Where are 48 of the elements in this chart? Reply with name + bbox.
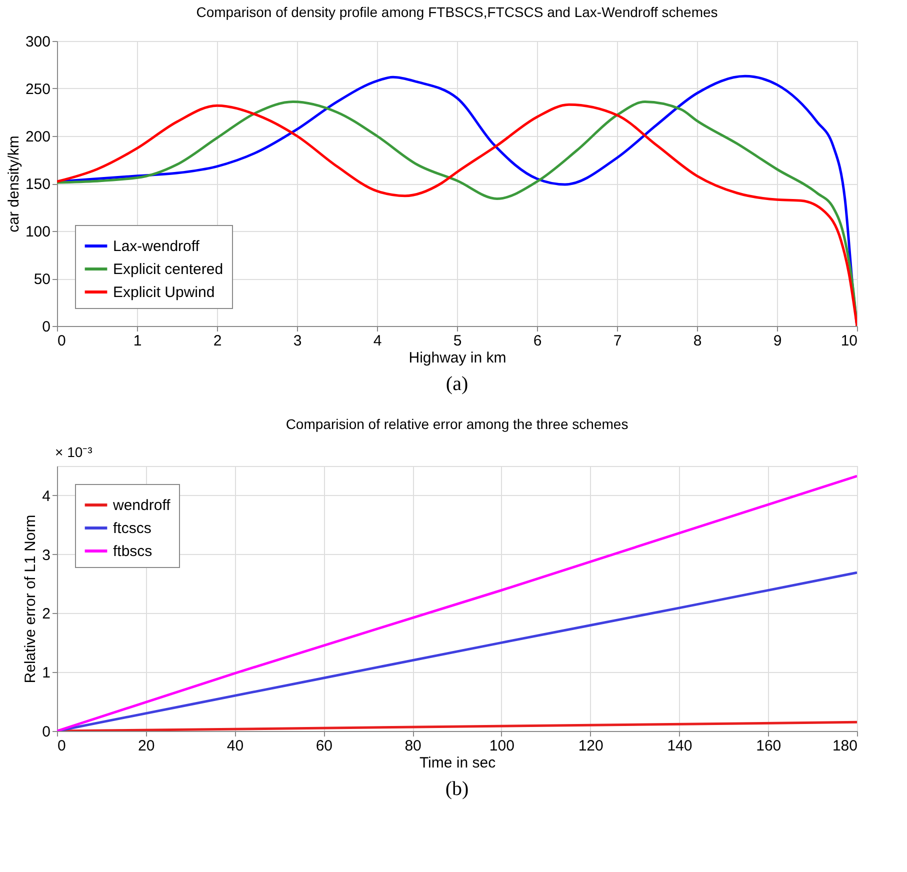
x-tick-label: 9: [773, 332, 782, 350]
x-tick-label: 10: [840, 332, 858, 350]
y-tick-label: 300: [25, 34, 50, 50]
x-tick-label: 20: [138, 738, 155, 754]
legend-label: Explicit Upwind: [113, 284, 215, 301]
x-tick-label: 160: [756, 738, 782, 754]
y-tick-label: 50: [34, 271, 50, 288]
x-tick-label: 0: [58, 332, 66, 350]
y-tick-label: 2: [42, 606, 50, 623]
text: × 10⁻³: [55, 444, 93, 460]
x-tick-label: 120: [578, 738, 604, 754]
x-tick-label: 60: [316, 738, 333, 754]
y-axis-title: Relative error of L1 Norm: [22, 514, 40, 684]
text: (b): [445, 778, 469, 800]
legend-label: wendroff: [112, 497, 172, 514]
x-tick-label: 5: [453, 332, 462, 350]
x-tick-label: 2: [213, 332, 222, 350]
x-tick-label: 3: [293, 332, 302, 350]
chart-title: Comparision of relative error among the three schemes: [286, 416, 628, 432]
x-tick-label: 140: [667, 738, 692, 754]
y-tick-label: 0: [42, 318, 50, 336]
x-tick-label: 6: [533, 332, 542, 350]
y-tick-label: 4: [42, 488, 50, 505]
y-tick-label: 3: [42, 546, 50, 564]
x-axis-title: Highway in km: [408, 350, 506, 366]
chart-title: Comparison of density profile among FTBSCS,FTCSCS and Lax-Wendroff schemes: [196, 4, 718, 20]
y-tick-label: 1: [42, 664, 50, 682]
x-tick-label: 40: [226, 738, 244, 754]
x-axis-title: Time in sec: [419, 754, 496, 772]
y-tick-label: 150: [25, 176, 50, 193]
legend-label: Explicit centered: [113, 261, 224, 278]
text: (a): [446, 373, 468, 395]
y-tick-label: 250: [25, 81, 50, 98]
legend-label: Lax-wendroff: [113, 238, 200, 255]
y-tick-label: 100: [25, 224, 50, 240]
x-tick-label: 80: [404, 738, 422, 754]
y-tick-label: 0: [42, 724, 50, 740]
x-tick-label: 180: [832, 738, 858, 754]
legend-label: ftbscs: [113, 543, 152, 560]
x-tick-label: 0: [58, 738, 66, 754]
y-tick-label: 200: [25, 128, 50, 146]
x-tick-label: 1: [133, 332, 142, 350]
x-tick-label: 7: [613, 332, 622, 350]
x-tick-label: 100: [489, 738, 514, 754]
y-axis-title: car density/km: [5, 136, 22, 232]
x-tick-label: 4: [373, 332, 382, 350]
x-tick-label: 8: [693, 332, 702, 350]
legend-label: ftcscs: [113, 520, 152, 537]
